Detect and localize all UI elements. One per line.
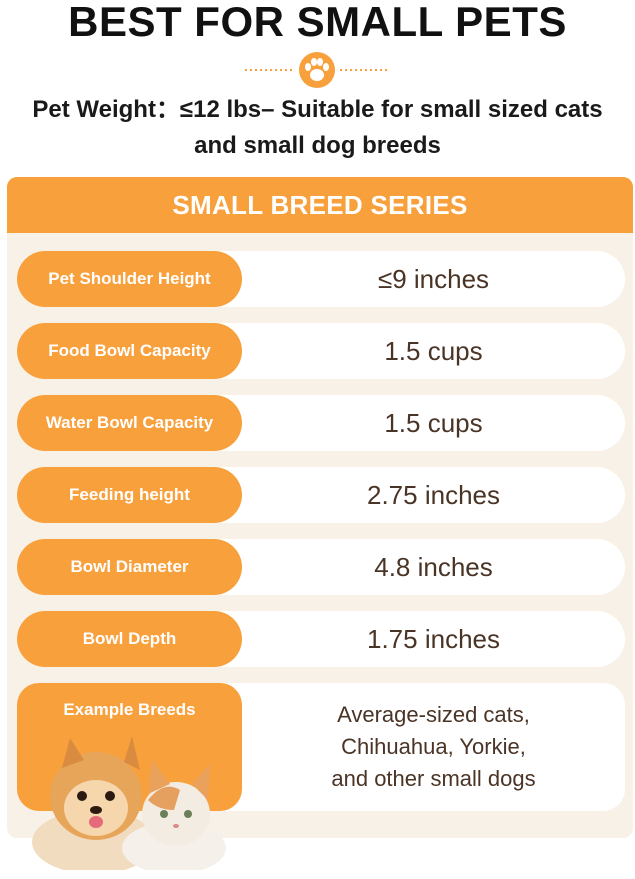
spec-value-breeds: Average-sized cats, Chihuahua, Yorkie, a…	[242, 683, 625, 811]
spec-row-food-bowl-capacity: Food Bowl Capacity 1.5 cups	[17, 323, 625, 379]
spec-row-feeding-height: Feeding height 2.75 inches	[17, 467, 625, 523]
spec-row-shoulder-height: Pet Shoulder Height ≤9 inches	[17, 251, 625, 307]
spec-value: 1.5 cups	[384, 335, 483, 366]
cat-image	[122, 760, 226, 870]
spec-label: Pet Shoulder Height	[17, 251, 242, 307]
paw-divider	[245, 52, 390, 88]
page-title: BEST FOR SMALL PETS	[68, 0, 567, 45]
pet-weight-subtitle: Pet Weight：≤12 lbs– Suitable for small s…	[32, 96, 603, 159]
spec-label: Water Bowl Capacity	[17, 395, 242, 451]
spec-label: Bowl Depth	[17, 611, 242, 667]
spec-value: 2.75 inches	[367, 479, 500, 510]
breeds-line: and other small dogs	[331, 766, 536, 791]
panel-header: SMALL BREED SERIES	[7, 177, 633, 233]
spec-row-bowl-diameter: Bowl Diameter 4.8 inches	[17, 539, 625, 595]
spec-label: Feeding height	[17, 467, 242, 523]
spec-label: Food Bowl Capacity	[17, 323, 242, 379]
spec-value: 4.8 inches	[374, 551, 493, 582]
paw-icon	[299, 52, 335, 88]
breeds-line: Chihuahua, Yorkie,	[341, 734, 526, 759]
spec-label: Bowl Diameter	[17, 539, 242, 595]
spec-value: 1.75 inches	[367, 623, 500, 654]
spec-value: 1.5 cups	[384, 407, 483, 438]
pets-photo	[32, 736, 226, 870]
spec-row-bowl-depth: Bowl Depth 1.75 inches	[17, 611, 625, 667]
spec-value: ≤9 inches	[377, 263, 490, 294]
spec-row-water-bowl-capacity: Water Bowl Capacity 1.5 cups	[17, 395, 625, 451]
breeds-line: Average-sized cats,	[337, 702, 530, 727]
pomeranian-dog-image	[32, 736, 156, 870]
